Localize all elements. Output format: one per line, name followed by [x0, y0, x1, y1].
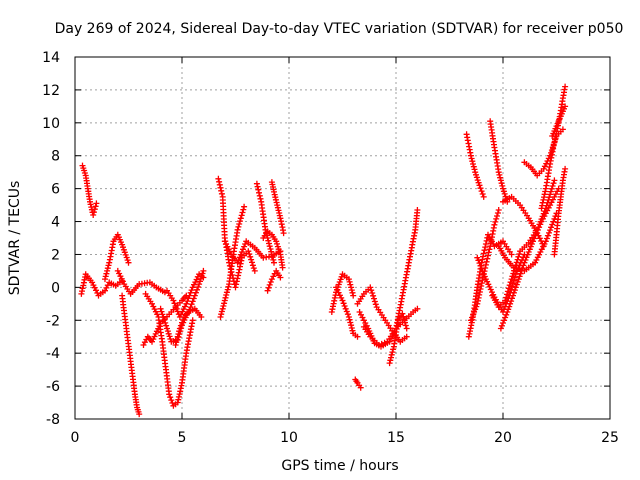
x-tick-label: 0	[71, 430, 80, 446]
series-arc-ad	[487, 118, 511, 205]
series-arc-q	[264, 267, 284, 294]
y-tick-label: 6	[51, 182, 60, 198]
series-arc-w	[356, 309, 397, 350]
series-arc-ak	[551, 165, 569, 258]
data-points	[78, 83, 569, 418]
x-tick-label: 10	[280, 430, 298, 446]
x-tick-label: 5	[178, 430, 187, 446]
y-tick-label: -6	[46, 379, 60, 395]
series-arc-p	[268, 179, 287, 237]
series-arc-n	[253, 180, 277, 266]
y-tick-label: 8	[51, 149, 60, 165]
y-tick-label: 14	[42, 50, 60, 66]
x-tick-label: 20	[494, 430, 512, 446]
x-axis-label: GPS time / hours	[281, 458, 398, 474]
series-arc-aa	[465, 231, 515, 340]
y-tick-label: 4	[51, 215, 60, 231]
series-arc-d	[114, 267, 168, 297]
y-axis-label: SDTVAR / TECUs	[7, 181, 23, 296]
series-arc-c	[102, 231, 132, 283]
series-arc-ah	[500, 193, 547, 250]
y-tick-label: 0	[51, 280, 60, 296]
series-arc-al	[549, 103, 569, 139]
tick-labels: 0 5 10 15 20 25 -8 -6 -4 -2 0 2 4 6 8 10 12 14	[42, 50, 619, 446]
series-arc-e	[119, 292, 143, 418]
series-arc-i	[164, 271, 207, 320]
series-arc-z	[463, 131, 487, 200]
series-arc-ag	[497, 185, 562, 332]
y-tick-label: -2	[46, 313, 60, 329]
series-arc-o	[260, 228, 286, 271]
y-tick-label: 2	[51, 247, 60, 263]
x-tick-label: 25	[601, 430, 619, 446]
x-tick-label: 15	[387, 430, 405, 446]
chart-title: Day 269 of 2024, Sidereal Day-to-day VTE…	[55, 21, 624, 37]
y-tick-label: 10	[42, 116, 60, 132]
y-tick-label: -4	[46, 346, 60, 362]
series-arc-s	[333, 284, 361, 340]
series-arc-a	[79, 162, 100, 218]
series-arc-j	[172, 305, 205, 348]
y-tick-label: -8	[46, 412, 60, 428]
series-arc-y	[393, 207, 421, 332]
y-tick-label: 12	[42, 83, 60, 99]
series-arc-t	[352, 376, 364, 391]
series-arc-b	[78, 271, 126, 299]
series-arc-g	[142, 290, 196, 409]
plot-frame	[74, 56, 611, 420]
